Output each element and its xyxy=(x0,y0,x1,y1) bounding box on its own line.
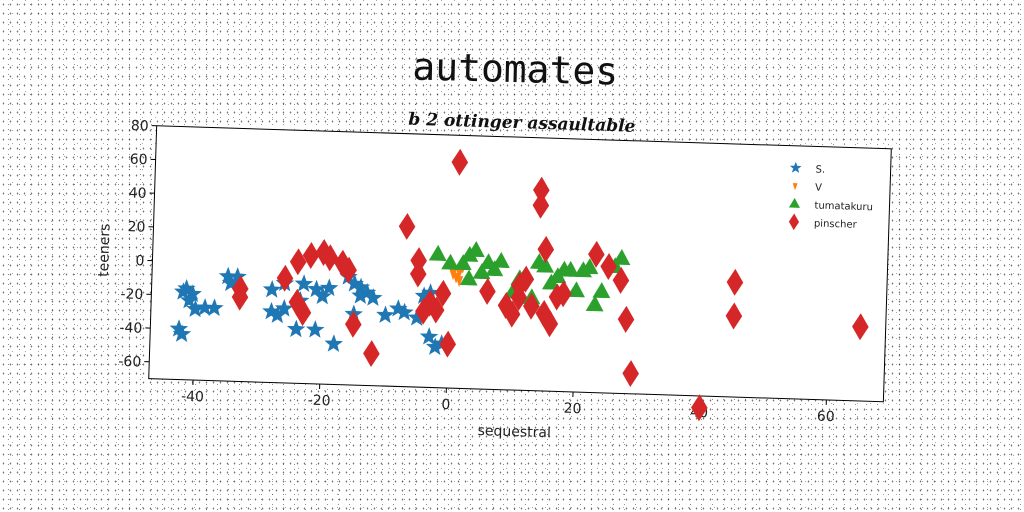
point-pinscher xyxy=(276,264,294,292)
point-s xyxy=(262,279,282,298)
point-pinscher xyxy=(434,279,452,307)
point-pinscher xyxy=(541,310,559,338)
y-tick-label: -60 xyxy=(118,354,141,371)
x-tick-label: 60 xyxy=(817,409,835,426)
point-tumatakuru xyxy=(585,295,604,312)
point-tumatakuru xyxy=(428,244,447,261)
point-pinscher xyxy=(415,297,432,325)
point-s xyxy=(305,320,325,338)
legend-marker-tumatakuru xyxy=(788,197,800,208)
x-tick-label: -40 xyxy=(181,389,204,406)
point-v xyxy=(455,276,464,288)
point-pinscher xyxy=(725,302,743,330)
point-pinscher xyxy=(517,265,535,293)
point-pinscher xyxy=(503,300,521,328)
point-pinscher xyxy=(451,148,469,176)
y-tick-label: 80 xyxy=(131,118,149,135)
axes-frame xyxy=(148,125,892,403)
legend-label-tumatakuru: tumatakuru xyxy=(814,200,873,213)
y-tick-label: 60 xyxy=(130,152,148,169)
point-s xyxy=(174,282,193,300)
y-axis-label: teeners xyxy=(96,223,114,277)
point-pinscher xyxy=(852,313,869,341)
legend-label-s: S. xyxy=(815,164,825,175)
point-pinscher xyxy=(427,296,445,324)
chart-subtitle: b 2 ottinger assaultable xyxy=(408,110,636,137)
point-tumatakuru xyxy=(536,256,555,273)
point-pinscher xyxy=(622,360,639,388)
x-tick-label: 20 xyxy=(563,401,581,418)
point-pinscher xyxy=(532,191,550,219)
point-tumatakuru xyxy=(491,251,510,268)
point-pinscher xyxy=(321,244,339,272)
point-tumatakuru xyxy=(453,254,472,271)
point-pinscher xyxy=(726,268,744,296)
point-pinscher xyxy=(588,240,605,268)
point-tumatakuru xyxy=(612,248,631,266)
x-tick-label: -20 xyxy=(307,393,330,410)
point-pinscher xyxy=(289,248,307,276)
point-pinscher xyxy=(363,340,380,368)
point-s xyxy=(294,274,314,292)
point-tumatakuru xyxy=(592,282,611,299)
point-s xyxy=(268,305,287,324)
legend-marker-v xyxy=(792,183,798,191)
point-pinscher xyxy=(497,292,515,319)
y-tick-label: 40 xyxy=(128,185,146,202)
point-tumatakuru xyxy=(485,260,504,277)
y-tick-label: 20 xyxy=(127,219,145,236)
point-pinscher xyxy=(294,299,312,327)
legend-label-pinscher: pinscher xyxy=(814,218,858,230)
y-tick-label: -20 xyxy=(120,286,143,303)
point-s xyxy=(395,302,414,321)
data-layer xyxy=(169,148,869,422)
x-tick-label: 0 xyxy=(441,397,450,413)
point-pinscher xyxy=(612,266,630,294)
point-tumatakuru xyxy=(580,258,599,275)
x-axis-label: sequestral xyxy=(477,423,551,441)
plot-area: b 2 ottinger assaultable -40 -20 0 20 40 60 -6… xyxy=(96,110,892,441)
legend-marker-pinscher xyxy=(788,213,800,231)
point-tumatakuru xyxy=(567,281,585,298)
legend-marker-s xyxy=(789,161,802,173)
point-s xyxy=(313,286,332,305)
point-tumatakuru xyxy=(561,260,580,277)
legend-label-v: V xyxy=(815,182,822,193)
point-s xyxy=(351,286,370,304)
point-tumatakuru xyxy=(441,253,460,270)
point-pinscher xyxy=(523,292,540,320)
point-pinscher xyxy=(439,330,457,358)
point-s xyxy=(286,319,306,338)
point-s xyxy=(172,324,192,343)
point-pinscher xyxy=(398,212,416,240)
point-pinscher xyxy=(231,283,249,311)
chart-title: automates xyxy=(412,44,619,93)
point-s xyxy=(319,278,339,297)
point-pinscher xyxy=(409,260,427,288)
point-s xyxy=(419,327,439,345)
point-pinscher xyxy=(537,235,555,263)
point-tumatakuru xyxy=(466,241,485,258)
point-pinscher xyxy=(340,256,357,284)
point-s xyxy=(324,334,343,352)
point-pinscher xyxy=(479,277,496,305)
point-pinscher xyxy=(617,305,635,333)
y-tick-label: -40 xyxy=(119,320,142,337)
point-tumatakuru xyxy=(459,269,478,286)
point-s xyxy=(205,298,224,317)
point-s xyxy=(376,305,395,324)
point-pinscher xyxy=(555,280,572,308)
point-pinscher xyxy=(691,394,708,422)
point-pinscher xyxy=(344,310,362,338)
point-pinscher xyxy=(600,253,617,281)
y-tick-label: 0 xyxy=(135,253,144,269)
point-s xyxy=(180,290,199,309)
point-pinscher xyxy=(510,283,528,311)
